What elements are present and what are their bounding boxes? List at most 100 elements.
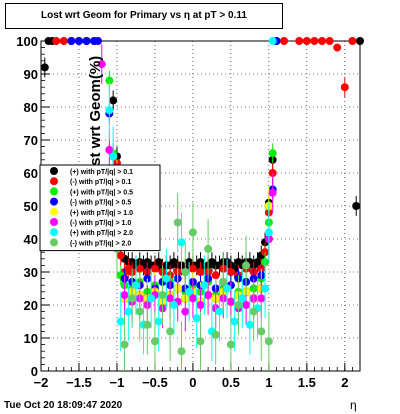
data-point	[93, 37, 102, 45]
data-point	[128, 294, 137, 303]
data-point	[143, 320, 152, 329]
data-point	[264, 337, 273, 346]
data-point	[238, 294, 247, 303]
data-point	[242, 261, 251, 270]
y-tick-label: 0	[31, 364, 38, 379]
x-tick-label: 1.5	[298, 375, 316, 390]
legend-box	[39, 164, 161, 252]
data-point	[230, 317, 239, 326]
y-tick-label: 20	[24, 298, 38, 313]
x-tick-label: −1	[110, 375, 125, 390]
data-point	[325, 37, 334, 45]
data-point	[268, 149, 277, 158]
data-point	[154, 258, 163, 267]
chart-title: Lost wrt Geom for Primary vs η at pT > 0…	[5, 3, 283, 29]
timestamp: Tue Oct 20 18:09:47 2020	[4, 400, 123, 411]
axes: −2 −1.5 −1 −0.5 0 0.5 1 1.5 20102030405060708090…	[16, 34, 361, 390]
data-point	[150, 337, 159, 346]
data-point	[340, 83, 349, 92]
data-point	[196, 337, 205, 346]
x-tick-label: −2	[34, 375, 49, 390]
data-point	[162, 274, 171, 283]
data-point	[264, 228, 273, 237]
data-point	[116, 251, 125, 260]
data-point	[158, 291, 167, 300]
legend-marker	[50, 167, 58, 175]
legend-marker	[50, 228, 58, 237]
data-point	[59, 37, 68, 45]
data-point	[257, 294, 266, 303]
data-point	[52, 37, 61, 45]
data-point	[268, 188, 277, 197]
legend-marker	[50, 238, 58, 247]
data-point	[226, 340, 235, 349]
legend-label: (-) with pT/|q| > 0.1	[70, 179, 131, 186]
y-tick-label: 60	[24, 166, 38, 181]
data-point	[234, 301, 243, 309]
data-point	[181, 307, 190, 316]
data-point	[67, 37, 76, 45]
y-tick-label: 50	[24, 199, 38, 214]
data-point	[131, 281, 140, 290]
data-point	[242, 301, 251, 309]
data-point	[181, 268, 190, 276]
y-tick-label: 80	[24, 100, 38, 115]
data-point	[280, 37, 289, 45]
x-tick-label: −0.5	[142, 375, 168, 390]
y-axis-label: Lost wrt Geom(%)	[87, 56, 104, 184]
legend-marker	[50, 207, 58, 216]
y-tick-label: 100	[16, 34, 38, 49]
data-point	[40, 63, 49, 72]
legend-label: (+) with pT/|q| > 0.1	[70, 169, 133, 176]
data-point	[188, 294, 197, 303]
data-point	[154, 317, 163, 326]
data-point	[200, 281, 209, 290]
data-point	[226, 268, 235, 276]
legend-label: (-) with pT/|q| > 0.5	[70, 200, 131, 207]
data-point	[185, 287, 194, 296]
data-point	[245, 320, 254, 329]
data-point	[356, 37, 364, 45]
data-point	[177, 347, 186, 356]
data-point	[169, 301, 178, 309]
y-tick-label: 10	[24, 331, 38, 346]
data-point	[196, 301, 205, 309]
x-tick-label: 0.5	[222, 375, 240, 390]
data-point	[120, 291, 129, 300]
legend: (+) with pT/|q| > 0.1 (-) with pT/|q| > 0…	[39, 164, 161, 252]
legend-marker	[50, 187, 58, 196]
data-point	[295, 37, 304, 45]
data-point	[310, 37, 319, 45]
data-point	[124, 307, 133, 316]
data-point	[219, 277, 228, 286]
data-point	[135, 307, 144, 316]
legend-marker	[50, 177, 58, 186]
data-point	[348, 37, 357, 45]
data-point	[166, 294, 175, 303]
data-point	[147, 294, 156, 303]
data-point	[223, 284, 232, 293]
data-point	[188, 264, 197, 273]
data-point	[333, 43, 342, 52]
data-point	[268, 37, 277, 45]
data-point	[253, 258, 262, 267]
x-axis-label: η	[350, 398, 357, 412]
data-point	[116, 317, 125, 326]
y-tick-label: 70	[24, 133, 38, 148]
x-tick-label: 1	[265, 375, 272, 390]
data-point	[192, 314, 201, 323]
data-point	[173, 218, 182, 227]
data-point	[352, 202, 361, 210]
data-point	[105, 145, 114, 154]
data-point	[120, 340, 129, 349]
data-point	[74, 37, 83, 45]
y-tick-label: 90	[24, 67, 38, 82]
data-point	[211, 330, 220, 339]
data-point	[211, 271, 220, 280]
data-point	[196, 268, 205, 276]
x-tick-label: 0	[189, 375, 196, 390]
data-point	[109, 96, 118, 105]
data-point	[318, 37, 327, 45]
data-point	[204, 244, 213, 253]
